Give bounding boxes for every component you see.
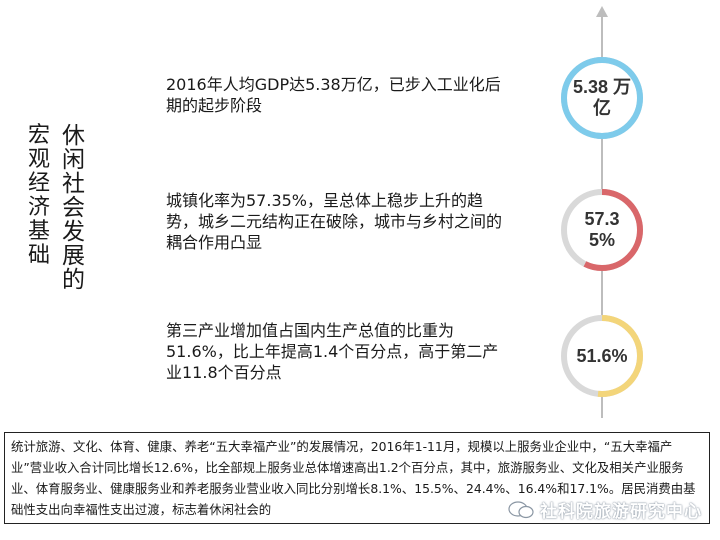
metric-ring <box>561 189 643 271</box>
title-char: 的 <box>62 267 85 293</box>
metric-value: 5.38 万亿 <box>572 77 632 118</box>
title-char: 宏 <box>28 123 51 148</box>
title-char: 休 <box>62 123 85 149</box>
statement-urbanization: 城镇化率为57.35%，呈总体上稳步上升的趋势，城乡二元结构正在破除，城市与乡村… <box>166 191 503 252</box>
ring-fill <box>561 57 643 139</box>
title-char: 展 <box>62 243 85 269</box>
title-char: 础 <box>28 243 51 268</box>
metric-gdp: 5.38 万亿 <box>560 56 644 140</box>
statement-gdp: 2016年人均GDP达5.38万亿，已步入工业化后期的起步阶段 <box>166 75 501 115</box>
title-column-1: 休 闲 社 会 发 展 的 <box>62 125 85 293</box>
title-char: 社 <box>62 171 85 197</box>
title-char: 经 <box>28 171 51 196</box>
metric-ring <box>561 57 643 139</box>
title-char: 基 <box>28 219 51 244</box>
title-char: 济 <box>28 195 51 220</box>
metric-urbanization: 57.35% <box>560 188 644 272</box>
title-char: 闲 <box>62 147 85 173</box>
arrow-up-icon <box>596 6 608 17</box>
watermark: 社科院旅游研究中心 <box>508 497 702 522</box>
title-char: 会 <box>62 195 85 221</box>
title-char: 发 <box>62 219 85 245</box>
ring-fill <box>561 315 643 397</box>
metric-value: 57.35% <box>584 209 620 250</box>
metric-ring <box>561 315 643 397</box>
ring-fill <box>561 189 643 271</box>
metric-tertiary-share: 51.6% <box>560 314 644 398</box>
statement-tertiary-industry: 第三产业增加值占国内生产总值的比重为51.6%，比上年提高1.4个百分点，高于第… <box>166 321 499 382</box>
metric-value: 51.6% <box>576 345 628 366</box>
wechat-icon <box>508 500 534 518</box>
note-box: 统计旅游、文化、体育、健康、养老“五大幸福产业”的发展情况，2016年1-11月… <box>4 432 710 524</box>
title-column-2: 宏 观 经 济 基 础 <box>28 125 50 269</box>
title-char: 观 <box>28 147 51 172</box>
watermark-text: 社科院旅游研究中心 <box>540 502 702 522</box>
